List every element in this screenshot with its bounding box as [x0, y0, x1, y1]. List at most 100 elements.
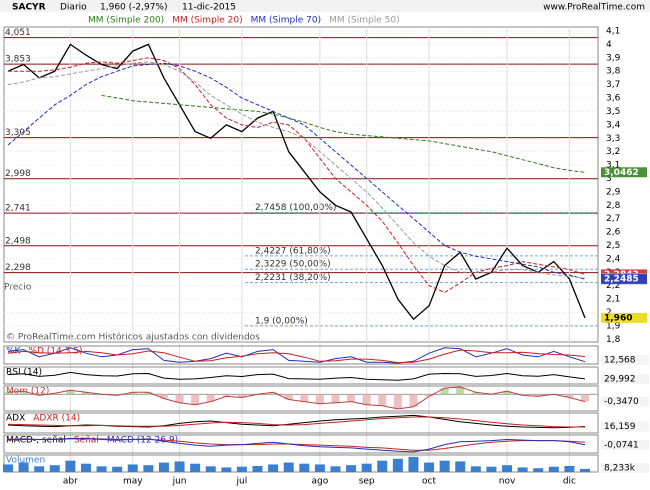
series-line — [7, 416, 585, 428]
level-label: 2,741 — [5, 204, 31, 214]
volume-bar — [548, 466, 559, 472]
y-tick-label: 3,8 — [606, 67, 621, 77]
y-tick-label: 4 — [606, 40, 612, 50]
momentum-bar — [237, 394, 246, 398]
volume-bar — [205, 466, 216, 472]
legend-entry: Volumen — [6, 456, 45, 466]
momentum-bar — [206, 394, 215, 402]
volume-bar — [377, 460, 388, 472]
legend-entry: MM (Simple 70) — [251, 16, 321, 26]
level-label: 2,298 — [5, 263, 31, 273]
momentum-bar — [471, 392, 480, 395]
y-tick-label: 2,4 — [606, 254, 621, 264]
legend-entry: Señal — [74, 436, 99, 446]
series-line — [7, 386, 586, 410]
volume-bar — [424, 462, 435, 472]
volume-bar — [283, 462, 294, 472]
y-tick-label: 2,9 — [606, 187, 621, 197]
volume-bar — [3, 464, 13, 472]
x-tick-label: jul — [236, 477, 248, 487]
y-tick-label: 2,6 — [606, 228, 621, 238]
level-label: 2,498 — [5, 236, 31, 246]
volume-bar — [486, 466, 497, 472]
legend-entry: Mom (12) — [6, 387, 49, 397]
momentum-bar — [4, 392, 12, 395]
price-tag — [601, 312, 647, 323]
price-tag — [601, 167, 647, 178]
momentum-bar — [565, 394, 574, 398]
series-line — [7, 347, 586, 364]
volume-bar — [18, 462, 29, 472]
volume-bar — [65, 460, 76, 472]
period: Diario — [60, 3, 87, 13]
legend-entry: MM (Simple 200) — [88, 16, 164, 26]
volume-bar — [143, 465, 154, 472]
volume-bar — [330, 466, 341, 472]
volume-bar — [49, 465, 60, 472]
volume-bar — [221, 467, 232, 472]
legend-entry: MACD (12 26 9) — [107, 436, 178, 446]
volume-bar — [236, 466, 247, 472]
y-tick-label: 2,5 — [606, 241, 620, 251]
price-tag-label: 2,2485 — [604, 275, 639, 285]
momentum-bar — [518, 394, 527, 396]
x-tick-label: abr — [63, 477, 78, 487]
price-tag-label: 1,960 — [604, 313, 632, 323]
level-label: 3,305 — [5, 128, 31, 138]
x-tick-label: may — [123, 477, 143, 487]
last-value: 29,992 — [604, 374, 636, 384]
y-tick-label: 3,3 — [606, 134, 620, 144]
momentum-bar — [81, 392, 90, 395]
momentum-bar — [269, 392, 278, 395]
price-tag — [601, 274, 647, 285]
volume-bar — [34, 466, 45, 472]
fib-label: 2,7458 (100,00%) — [255, 203, 336, 213]
last-value-box — [601, 463, 649, 473]
volume-bar — [361, 463, 372, 472]
volume-bar — [112, 466, 123, 472]
series-line — [7, 438, 586, 451]
series-line — [7, 371, 586, 381]
momentum-bar — [440, 388, 449, 395]
momentum-bar — [503, 391, 512, 395]
panel-frame — [3, 345, 599, 365]
legend-entry: ADXR (14) — [33, 414, 80, 424]
last-value-box — [601, 396, 649, 407]
y-tick-label: 2,2 — [606, 281, 620, 291]
panel-title: MACD-, señal — [6, 436, 66, 446]
volume-bar — [470, 466, 481, 472]
volume-bar — [268, 464, 279, 472]
level-label: 2,998 — [5, 169, 31, 179]
momentum-bar — [66, 390, 75, 395]
legend-entry: %D (14 3 5) — [28, 347, 82, 357]
level-label: 3,853 — [5, 55, 31, 65]
fib-label: 2,3229 (50,00%) — [255, 260, 331, 270]
momentum-bar — [113, 394, 122, 396]
legend-entry: ADX — [6, 414, 25, 424]
volume-bar — [174, 461, 185, 472]
momentum-bar — [19, 391, 28, 395]
fib-label: 2,2231 (38,20%) — [255, 273, 331, 283]
panel-frame — [3, 412, 599, 434]
y-tick-label: 3 — [606, 174, 612, 184]
volume-bar — [502, 465, 513, 472]
legend-entry: MM (Simple 50) — [329, 16, 399, 26]
x-tick-label: nov — [499, 477, 516, 487]
panel-frame — [3, 366, 599, 385]
momentum-bar — [128, 392, 137, 395]
momentum-bar — [378, 394, 387, 406]
momentum-bar — [284, 394, 293, 400]
y-tick-label: 3,7 — [606, 80, 620, 90]
momentum-bar — [159, 394, 168, 399]
momentum-bar — [534, 394, 543, 397]
legend-entry: MM (Simple 20) — [172, 16, 242, 26]
x-tick-label: ago — [312, 477, 329, 487]
last-value-box — [601, 421, 649, 432]
last-price: 1,960 (-2,97%) — [100, 3, 168, 13]
website: www.ProRealTime.com — [543, 3, 645, 13]
panel-frame — [3, 434, 599, 454]
momentum-bar — [347, 394, 356, 402]
y-tick-label: 2,1 — [606, 295, 620, 305]
volume-bar — [439, 460, 450, 472]
